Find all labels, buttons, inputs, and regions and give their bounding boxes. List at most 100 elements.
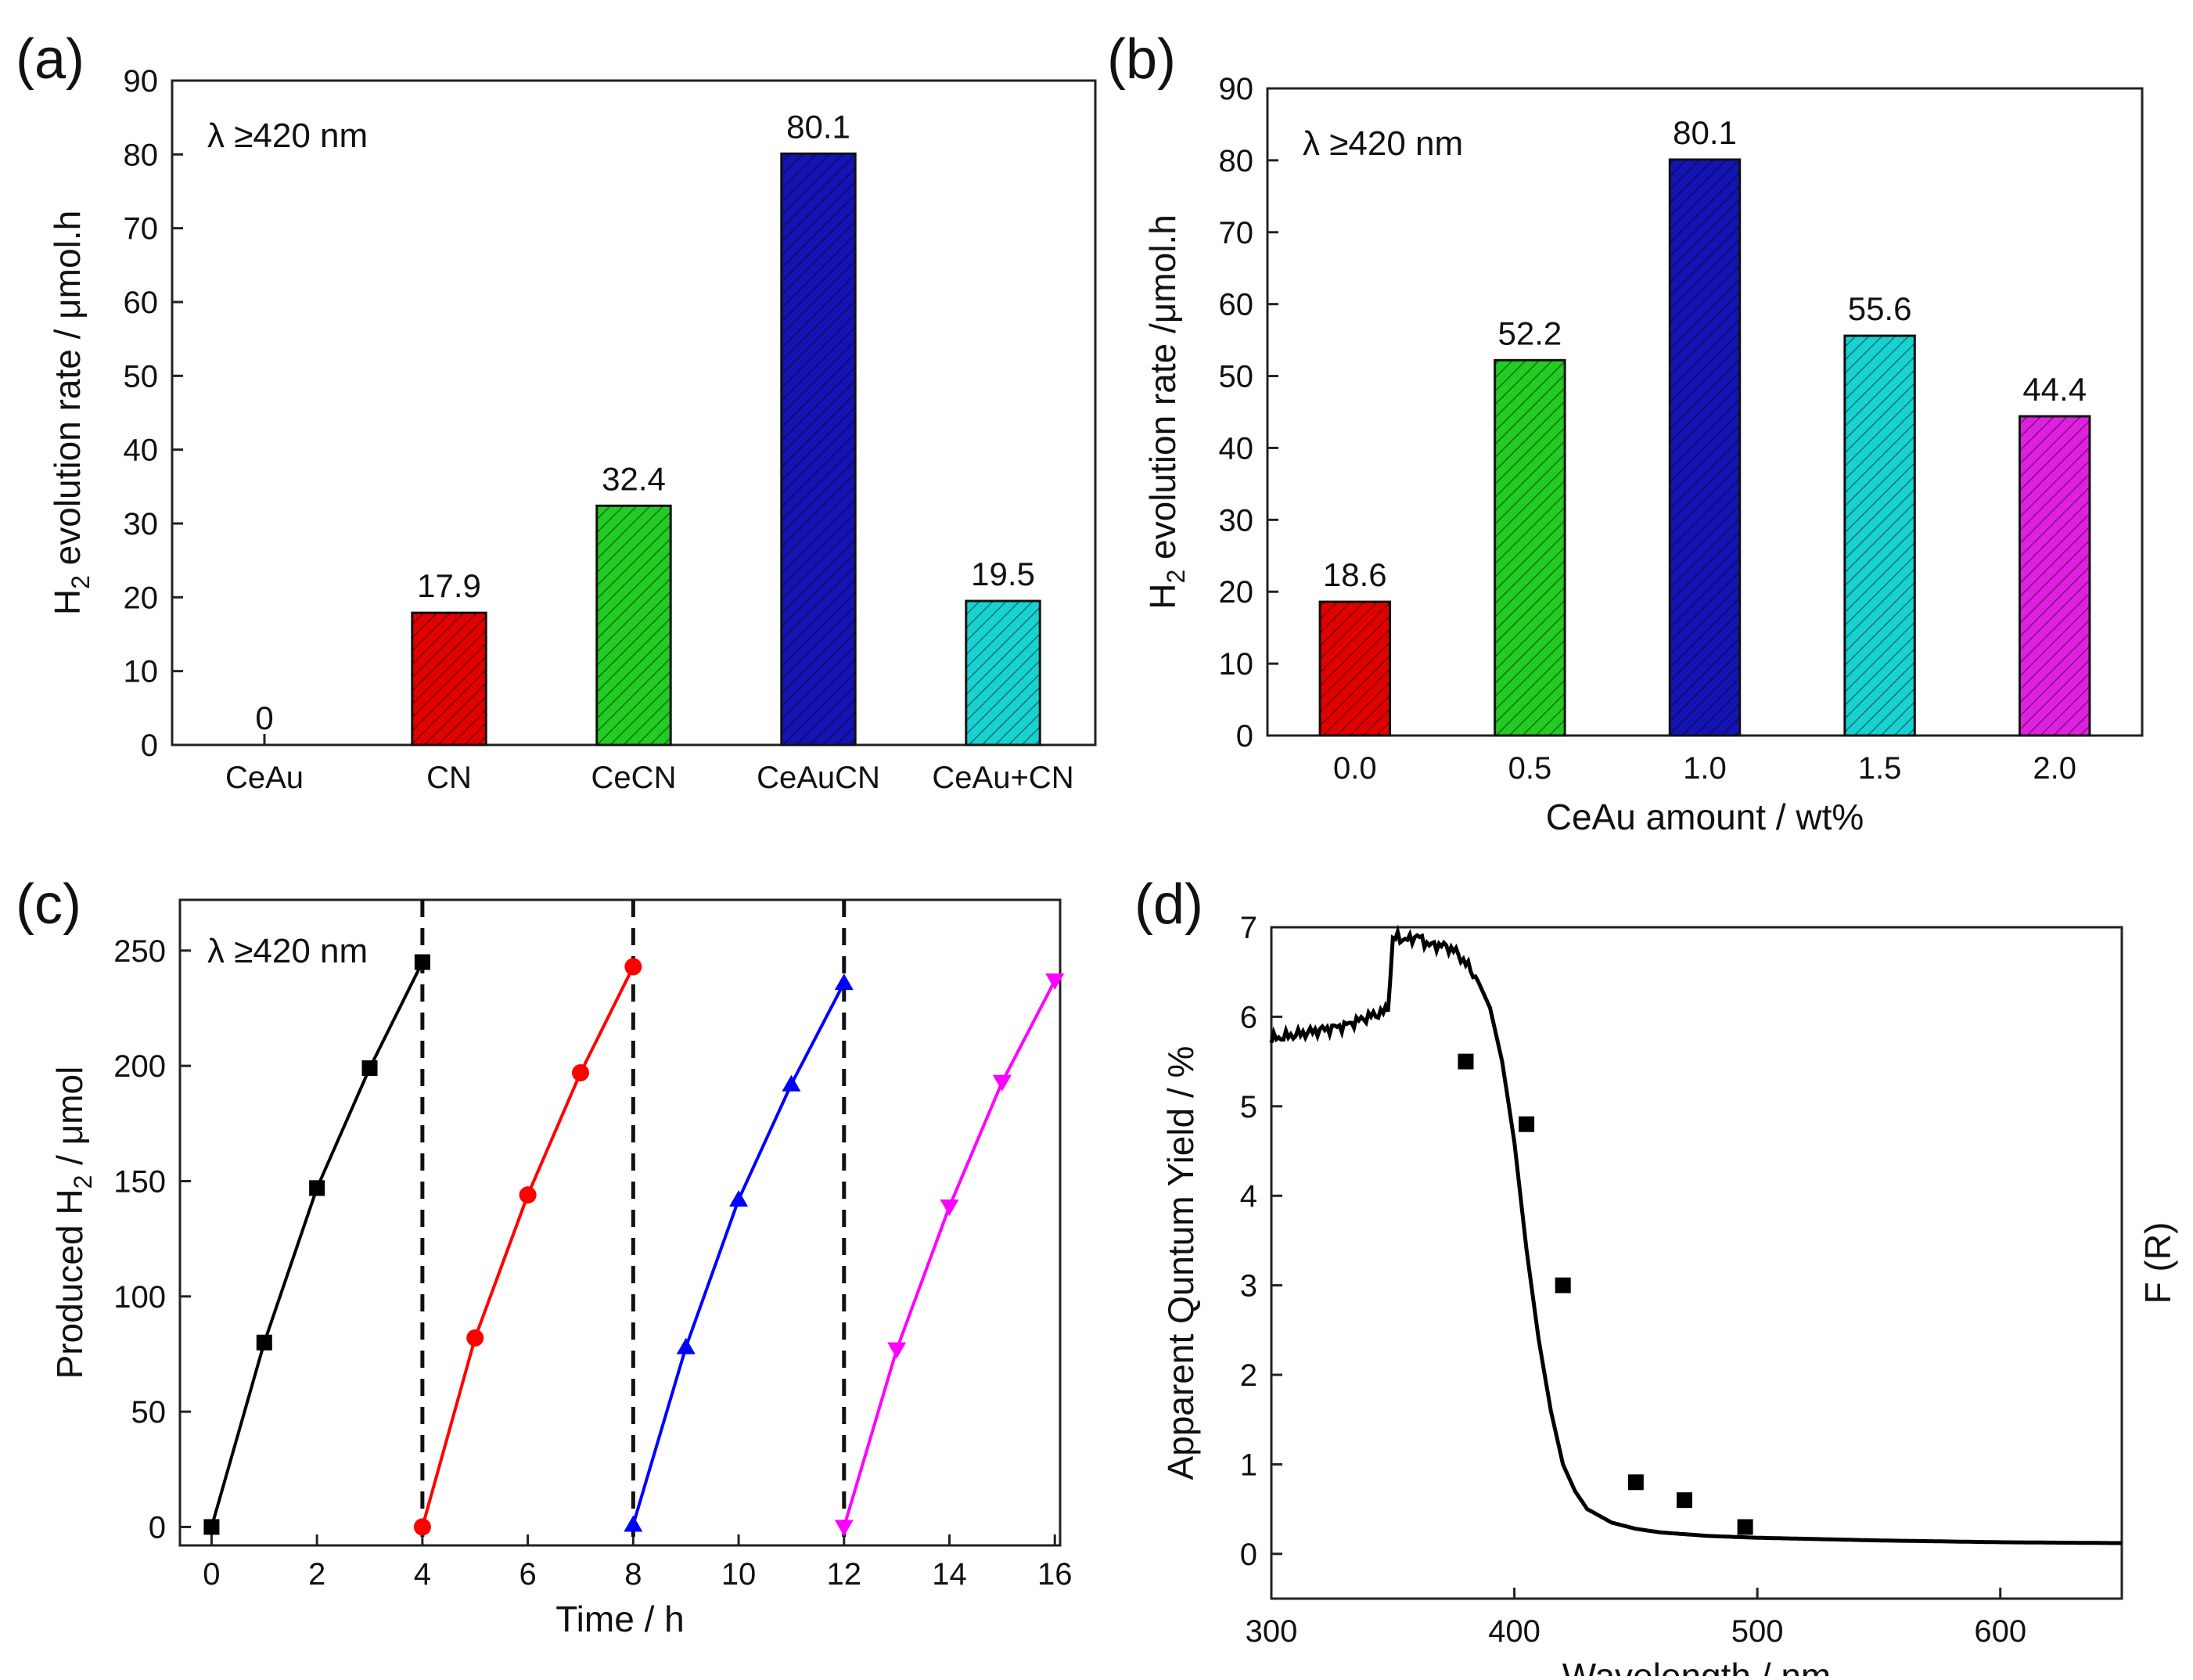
chart-c-y-tick-label: 150 — [113, 1164, 166, 1199]
chart-c-y-tick-label: 0 — [149, 1510, 166, 1545]
chart-b-y-tick-label: 70 — [1219, 216, 1254, 250]
chart-a-y-tick-label: 0 — [141, 728, 158, 763]
chart-d-right-axis-label: F (R) — [2137, 1222, 2178, 1304]
chart-d-y-axis-label: Apparent Quntum Yield / % — [1160, 1046, 1201, 1480]
chart-c-y-tick-label: 250 — [113, 934, 166, 969]
chart-a-h2-evolution-by-catalyst: 0 10 20 30 40 50 60 70 80 90 CeAu 0 CN 17.9 CeCN 32.4 Ce… — [47, 64, 1097, 795]
chart-b-bar-hatch-4 — [2019, 416, 2090, 736]
chart-c-point-2 — [729, 1190, 749, 1207]
chart-a-y-tick-label: 10 — [124, 655, 159, 689]
chart-d-x-axis-label: Wavelength / nm — [1562, 1656, 1831, 1676]
chart-a-y-axis-label-subscript: 2 — [67, 575, 95, 589]
chart-c-y-tick-label: 100 — [113, 1280, 166, 1315]
chart-a-y-tick-label: 70 — [124, 212, 159, 246]
chart-b-bar-hatch-0 — [1320, 602, 1390, 736]
chart-c-y-axis-label-subscript: 2 — [69, 1175, 97, 1189]
chart-c-point-2 — [782, 1074, 801, 1092]
chart-d-x-tick-label: 400 — [1488, 1614, 1540, 1649]
chart-d-quantum-yield-spectrum: 300 400 500 600 0 1 2 3 4 5 6 7 Wavelength / nm Appar… — [1160, 911, 2178, 1680]
chart-a-x-tick-label: CN — [426, 761, 472, 795]
chart-c-x-tick-label: 2 — [308, 1557, 325, 1592]
chart-d-y-tick-label: 6 — [1240, 1000, 1257, 1034]
chart-c-y-axis-label: Produced H2 / μmol — [49, 1067, 97, 1380]
chart-c-point-2 — [624, 1515, 643, 1532]
chart-b-data-label: 18.6 — [1323, 556, 1387, 593]
chart-b-y-tick-label: 50 — [1219, 360, 1254, 394]
chart-c-h2-cycling-stability: 0 2 4 6 8 10 12 14 16 0 50 100 150 200 250 λ ≥420 nm Tim… — [49, 898, 1073, 1639]
chart-c-point-1 — [466, 1329, 484, 1347]
chart-b-data-label: 52.2 — [1498, 315, 1562, 351]
chart-c-point-2 — [834, 973, 854, 991]
chart-a-y-tick-label: 20 — [124, 581, 159, 615]
chart-d-y-tick-label: 7 — [1240, 911, 1257, 945]
chart-b-bar-hatch-3 — [1844, 336, 1915, 736]
chart-c-series-line-3 — [842, 980, 1057, 1527]
chart-c-x-tick-label: 10 — [721, 1557, 757, 1592]
chart-a-x-tick-label: CeCN — [591, 761, 677, 795]
chart-a-x-tick-label: CeAuCN — [757, 761, 880, 795]
chart-d-quantum-yield-point — [1737, 1519, 1753, 1535]
chart-a-bar-hatch-2 — [596, 505, 671, 745]
chart-c-point-1 — [624, 958, 642, 976]
chart-b-y-tick-label: 0 — [1236, 719, 1253, 754]
chart-c-point-3 — [834, 1520, 854, 1537]
chart-a-bar-hatch-1 — [412, 613, 487, 745]
chart-b-y-axis-label-part2: evolution rate /μmol.h — [1142, 214, 1183, 570]
chart-d-y-tick-label: 5 — [1240, 1090, 1257, 1124]
chart-b-x-tick-label: 0.0 — [1333, 751, 1377, 786]
chart-a-y-tick-label: 50 — [124, 359, 159, 394]
chart-d-y-tick-label: 2 — [1240, 1358, 1257, 1393]
chart-a-bar-hatch-4 — [965, 601, 1041, 745]
chart-c-point-0 — [309, 1180, 325, 1196]
chart-c-y-axis-label-part2: / μmol — [49, 1067, 90, 1175]
panel-label-b: (b) — [1107, 28, 1176, 91]
chart-c-point-0 — [361, 1060, 378, 1077]
panel-label-d: (d) — [1134, 873, 1203, 936]
chart-d-quantum-yield-point — [1627, 1474, 1644, 1491]
chart-c-point-1 — [519, 1186, 537, 1204]
chart-b-y-axis-label-subscript: 2 — [1162, 570, 1190, 584]
chart-a-y-tick-label: 30 — [124, 507, 159, 541]
chart-a-x-tick-label: CeAu — [225, 761, 304, 795]
chart-d-y-tick-label: 4 — [1240, 1179, 1257, 1214]
chart-b-y-tick-label: 30 — [1219, 503, 1254, 538]
chart-a-data-label: 17.9 — [417, 567, 481, 604]
chart-b-data-label: 44.4 — [2022, 371, 2087, 408]
chart-b-x-axis-label: CeAu amount / wt% — [1546, 797, 1864, 837]
chart-d-frame — [1270, 926, 2123, 1600]
chart-a-y-tick-label: 90 — [124, 64, 159, 99]
chart-c-annotation: λ ≥420 nm — [207, 932, 368, 970]
chart-b-y-tick-label: 10 — [1219, 647, 1254, 682]
chart-d-x-tick-label: 300 — [1246, 1614, 1298, 1649]
chart-c-x-tick-label: 14 — [932, 1557, 967, 1592]
chart-d-y-tick-label: 0 — [1240, 1538, 1257, 1572]
chart-a-data-label: 32.4 — [602, 460, 666, 497]
chart-c-x-tick-label: 0 — [203, 1557, 220, 1592]
chart-a-y-axis-label: H2 evolution rate / μmol.h — [47, 210, 95, 615]
chart-b-y-tick-label: 40 — [1219, 431, 1254, 466]
chart-b-x-tick-label: 1.0 — [1683, 751, 1727, 786]
chart-a-y-tick-label: 40 — [124, 433, 159, 468]
chart-a-y-axis-label-part1: H — [47, 589, 88, 615]
chart-d-quantum-yield-point — [1555, 1277, 1571, 1293]
chart-c-x-tick-label: 8 — [624, 1557, 642, 1592]
chart-d-quantum-yield-point — [1458, 1053, 1474, 1070]
chart-a-x-tick-label: CeAu+CN — [932, 761, 1073, 795]
chart-c-series-line-2 — [631, 982, 846, 1526]
chart-d-y-tick-label: 3 — [1240, 1269, 1257, 1304]
chart-b-data-label: 55.6 — [1848, 290, 1912, 327]
chart-c-x-axis-label: Time / h — [555, 1599, 684, 1639]
panel-label-a: (a) — [16, 28, 84, 91]
chart-c-point-3 — [1045, 973, 1065, 991]
chart-d-x-tick-label: 500 — [1731, 1614, 1784, 1649]
chart-c-x-tick-label: 6 — [519, 1557, 536, 1592]
chart-b-x-tick-label: 0.5 — [1508, 751, 1552, 786]
chart-a-annotation: λ ≥420 nm — [207, 117, 368, 155]
chart-c-point-1 — [413, 1518, 431, 1536]
chart-b-data-label: 80.1 — [1673, 114, 1737, 151]
chart-c-point-1 — [571, 1063, 589, 1081]
chart-b-y-tick-label: 20 — [1219, 575, 1254, 610]
chart-b-annotation: λ ≥420 nm — [1303, 124, 1463, 163]
chart-b-y-tick-label: 90 — [1219, 72, 1254, 106]
